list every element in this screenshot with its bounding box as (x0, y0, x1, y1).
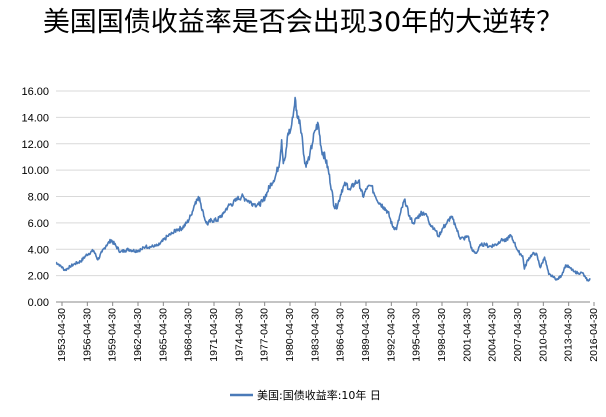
x-tick-label: 1959-04-30 (107, 308, 119, 362)
x-tick-label: 2007-04-30 (512, 308, 524, 362)
chart-title: 美国国债收益率是否会出现30年的大逆转？ (42, 7, 564, 38)
x-tick-label: 1965-04-30 (157, 308, 169, 362)
x-tick-label: 2016-04-30 (588, 308, 600, 362)
x-tick-label: 1989-04-30 (360, 308, 372, 362)
x-tick-label: 1962-04-30 (132, 308, 144, 362)
series-line (55, 96, 591, 282)
y-tick-label: 6.00 (28, 218, 49, 230)
y-tick-label: 14.00 (21, 112, 49, 124)
legend: 美国:国债收益率:10年 日 (230, 388, 381, 402)
x-tick-label: 1986-04-30 (335, 308, 347, 362)
y-axis-ticks: 0.00 2.00 4.00 6.00 8.00 10.00 12.00 14.00 16.00 (21, 86, 49, 309)
x-tick-label: 1971-04-30 (208, 308, 220, 362)
gridlines (56, 90, 590, 277)
x-tick-label: 2001-04-30 (461, 308, 473, 362)
x-tick-label: 2004-04-30 (487, 308, 499, 362)
x-tick-label: 1953-04-30 (56, 308, 68, 362)
x-tick-label: 1968-04-30 (183, 308, 195, 362)
series-group (55, 96, 591, 282)
x-tick-label: 1983-04-30 (309, 308, 321, 362)
y-tick-label: 16.00 (21, 86, 49, 98)
x-tick-label: 2013-04-30 (563, 308, 575, 362)
x-tick-label: 1980-04-30 (284, 308, 296, 362)
y-tick-label: 8.00 (28, 192, 49, 204)
x-tick-label: 1974-04-30 (233, 308, 245, 362)
y-tick-label: 10.00 (21, 165, 49, 177)
x-tick-label: 1956-04-30 (81, 308, 93, 362)
x-tick-label: 1977-04-30 (259, 308, 271, 362)
y-tick-label: 0.00 (28, 297, 49, 309)
x-tick-label: 1998-04-30 (436, 308, 448, 362)
x-axis-ticks: 1953-04-30 1956-04-30 1959-04-30 1962-04-30… (56, 302, 600, 362)
x-tick-label: 2010-04-30 (537, 308, 549, 362)
x-tick-label: 1992-04-30 (385, 308, 397, 362)
y-tick-label: 12.00 (21, 139, 49, 151)
x-tick-label: 1995-04-30 (411, 308, 423, 362)
y-tick-label: 2.00 (28, 271, 49, 283)
legend-label: 美国:国债收益率:10年 日 (257, 388, 381, 402)
y-tick-label: 4.00 (28, 244, 49, 256)
